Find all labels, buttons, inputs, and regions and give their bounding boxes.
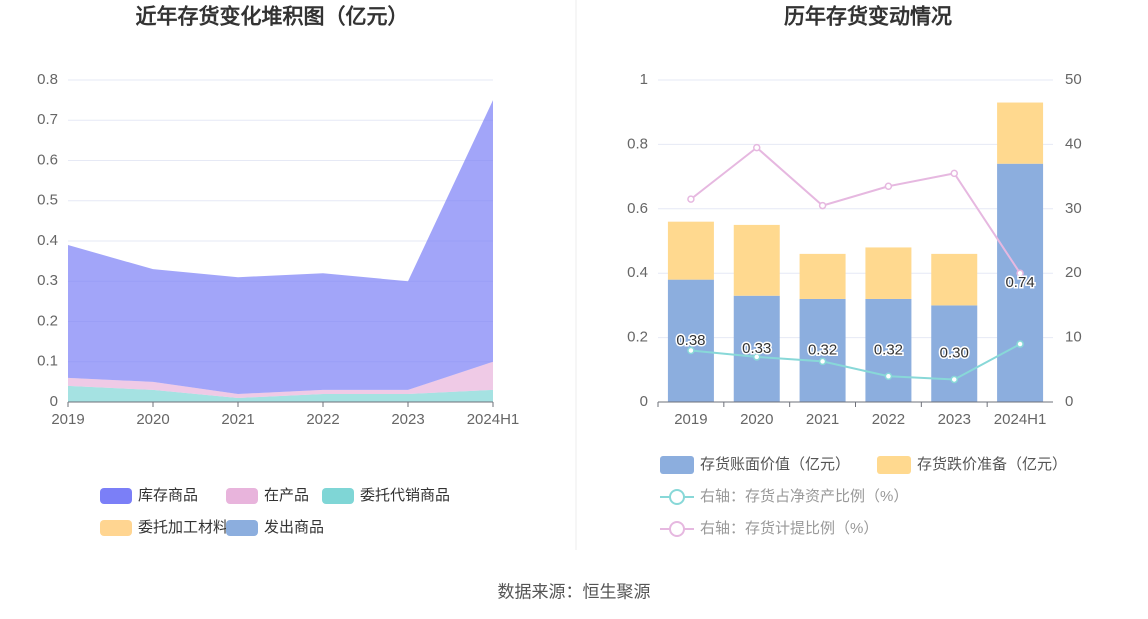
bar	[667, 279, 714, 402]
y2-tick-label: 10	[1065, 329, 1082, 346]
bar	[997, 102, 1044, 164]
y-tick-label: 0	[50, 393, 58, 410]
x-tick-label: 2020	[740, 411, 773, 428]
y-tick-label: 0.3	[37, 272, 58, 289]
y-tick-label: 0.8	[627, 135, 648, 152]
line	[690, 343, 1021, 381]
point	[753, 353, 761, 361]
y-tick-label: 0.7	[37, 111, 58, 128]
legend-point	[669, 521, 685, 537]
bar	[799, 253, 846, 299]
legend-swatch	[322, 488, 354, 504]
y-tick-label: 0.2	[627, 329, 648, 346]
legend-label: 委托加工材料	[138, 519, 228, 536]
value-label: 0.38	[676, 332, 705, 349]
y-tick-label: 0.6	[37, 151, 58, 168]
point	[1016, 269, 1024, 277]
y2-tick-label: 20	[1065, 264, 1082, 281]
y-tick-label: 0.4	[37, 232, 58, 249]
point	[884, 372, 893, 380]
legend-swatch	[226, 520, 258, 536]
x-tick-label: 2023	[391, 411, 424, 428]
legend-swatch	[877, 456, 911, 474]
y-tick-label: 0.5	[37, 192, 58, 209]
area	[68, 385, 493, 402]
point	[950, 169, 958, 178]
area	[68, 361, 493, 398]
bar	[799, 298, 846, 402]
source: 数据来源：恒生聚源	[498, 582, 651, 601]
line	[690, 146, 1021, 274]
point	[884, 182, 893, 191]
x-tick-label: 2022	[306, 411, 339, 428]
y2-tick-label: 0	[1065, 393, 1073, 410]
bar	[733, 224, 780, 296]
y-tick-label: 0.1	[37, 353, 58, 370]
bar	[931, 305, 978, 402]
legend-swatch	[226, 488, 258, 504]
area	[68, 100, 493, 394]
x-tick-label: 2020	[136, 411, 169, 428]
point	[687, 195, 695, 203]
bar	[667, 221, 714, 280]
legend-swatch	[100, 520, 132, 536]
value-label: 0.32	[808, 341, 837, 358]
point	[687, 346, 695, 355]
x-tick-label: 2019	[674, 411, 707, 428]
chart-title: 近年存货变化堆积图（亿元）	[136, 5, 409, 29]
point	[1016, 340, 1024, 348]
value-label: 0.30	[940, 345, 969, 362]
point	[818, 201, 827, 210]
bar	[865, 298, 912, 402]
y2-tick-label: 40	[1065, 135, 1082, 152]
value-label: 0.33	[742, 340, 771, 357]
legend-label: 存货跌价准备（亿元）	[917, 456, 1067, 473]
legend-label: 存货账面价值（亿元）	[700, 456, 850, 473]
x-tick-label: 2021	[806, 411, 839, 428]
bar	[733, 295, 780, 402]
y2-tick-label: 30	[1065, 200, 1082, 217]
y-tick-label: 0.6	[627, 200, 648, 217]
y-tick-label: 0.4	[627, 264, 648, 281]
legend-label: 在产品	[264, 487, 309, 504]
legend-label: 右轴：存货占净资产比例（%）	[700, 488, 908, 505]
x-tick-label: 2021	[221, 411, 254, 428]
value-label: 0.74	[1005, 274, 1034, 291]
y-tick-label: 0	[640, 393, 648, 410]
legend-label: 库存商品	[138, 487, 198, 504]
chart-title: 历年存货变动情况	[784, 5, 952, 29]
legend-label: 右轴：存货计提比例（%）	[700, 520, 878, 537]
x-tick-label: 2019	[51, 411, 84, 428]
legend-swatch	[660, 456, 694, 474]
point	[950, 375, 958, 384]
legend-point	[669, 489, 685, 505]
point	[818, 357, 827, 366]
x-tick-label: 2023	[938, 411, 971, 428]
bar	[865, 247, 912, 299]
y-tick-label: 0.2	[37, 312, 58, 329]
y2-tick-label: 50	[1065, 71, 1082, 88]
x-tick-label: 2024H1	[994, 411, 1047, 428]
legend-swatch	[100, 488, 132, 504]
bar	[997, 163, 1044, 402]
legend-label: 发出商品	[264, 519, 324, 536]
y-tick-label: 0.8	[37, 71, 58, 88]
y-tick-label: 1	[640, 71, 648, 88]
bar	[931, 253, 978, 306]
x-tick-label: 2022	[872, 411, 905, 428]
legend-label: 委托代销商品	[360, 487, 450, 504]
point	[753, 143, 761, 152]
value-label: 0.32	[874, 341, 903, 358]
x-tick-label: 2024H1	[467, 411, 520, 428]
